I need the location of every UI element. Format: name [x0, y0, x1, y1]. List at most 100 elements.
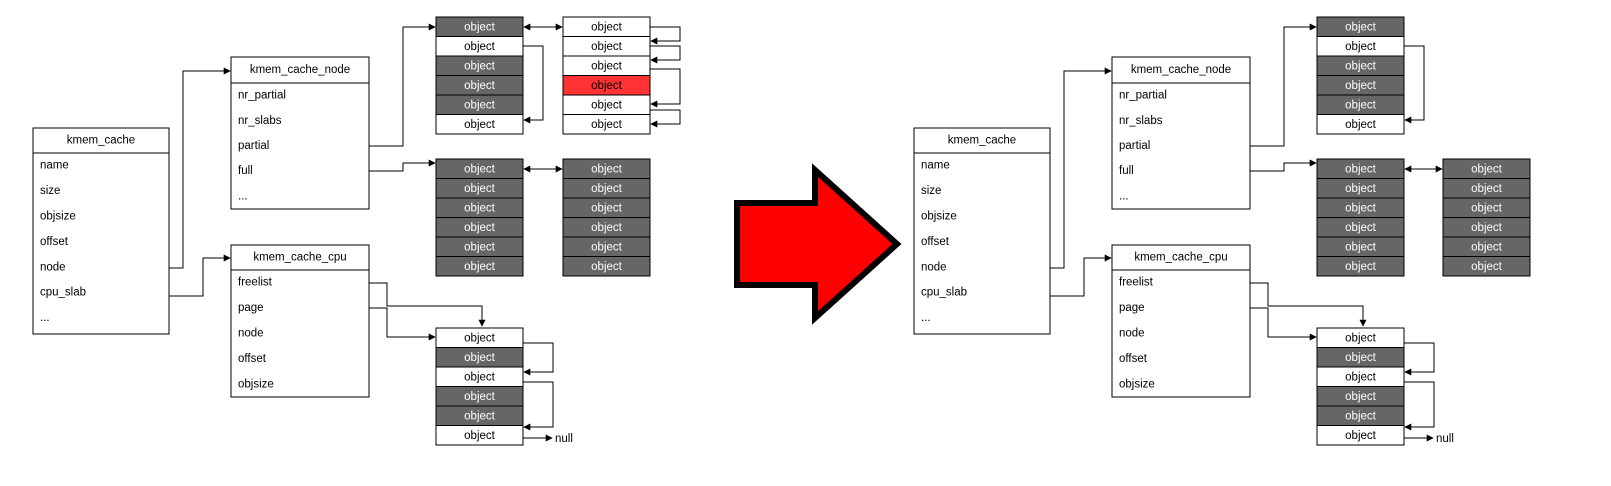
freelist-pointer [369, 282, 486, 327]
object-label: object [464, 410, 495, 422]
kmem-cache-cpu-box-field: page [238, 302, 264, 314]
slab-object-filled [435, 256, 524, 277]
kmem-cache-cpu-box-field: freelist [238, 277, 273, 289]
object-label: object [1345, 99, 1376, 111]
object-label: object [1471, 183, 1502, 195]
kmem-cache-cpu-box-title: kmem_cache_cpu [253, 252, 346, 264]
kmem-cache-node-box: kmem_cache_node nr_partial nr_slabspartial… [230, 56, 370, 210]
kmem-cache-node-box: kmem_cache_node nr_partial nr_slabspartial… [1111, 56, 1251, 210]
object-label: object [1345, 371, 1376, 383]
kmem-cache-box-field: name [921, 160, 950, 172]
page-pointer [369, 307, 436, 341]
object-label: object [1345, 352, 1376, 364]
kmem-cache-box-title: kmem_cache [67, 135, 135, 147]
kmem-cache-box-field: size [921, 185, 941, 197]
full-slab-b: object object object object object object [562, 158, 651, 277]
object-label: object [464, 183, 495, 195]
kmem-cache-box-field: ... [40, 312, 50, 324]
object-label: object [1345, 21, 1376, 33]
kmem-cache-cpu-box-field: offset [1119, 353, 1148, 365]
object-label: object [464, 391, 495, 403]
object-label: object [591, 60, 622, 72]
slab-object-filled [1442, 256, 1531, 277]
kmem-cache-cpu-box-frame [230, 244, 370, 398]
object-label: object [464, 41, 495, 53]
object-label: object [1345, 410, 1376, 422]
kmem-cache-box-frame [913, 127, 1051, 335]
cpu-free-chain [523, 381, 554, 431]
object-label: object [464, 60, 495, 72]
object-label: object [591, 241, 622, 253]
object-label: object [1345, 430, 1376, 442]
full-slab-a: object object object object object object [435, 158, 524, 277]
partial-pointer [369, 23, 436, 147]
object-label: object [1471, 261, 1502, 273]
object-label: object [464, 202, 495, 214]
kmem-cache-box-field: node [921, 261, 947, 273]
kmem-cache-node-box-field: nr_partial [238, 90, 286, 102]
object-label: object [464, 352, 495, 364]
kmem-cache-node-box-field: full [1119, 165, 1134, 177]
kmem-cache-box-title: kmem_cache [948, 135, 1016, 147]
slab-object-empty [435, 114, 524, 135]
partial-slab-b: object object object object object object [562, 16, 651, 135]
full-slab-a: object object object object object object [1316, 158, 1405, 277]
object-label: object [1345, 241, 1376, 253]
node-pointer [169, 67, 231, 269]
object-label: object [591, 21, 622, 33]
object-label: object [464, 21, 495, 33]
object-label: object [591, 99, 622, 111]
object-label: object [464, 332, 495, 344]
object-label: object [1471, 241, 1502, 253]
kmem-cache-box-field: node [40, 261, 66, 273]
kmem-cache-box-frame [32, 127, 170, 335]
kmem-cache-node-box-frame [1111, 56, 1251, 210]
cpu-slab: object object object object object object [1316, 327, 1405, 446]
kmem-cache-cpu-box-title: kmem_cache_cpu [1134, 252, 1227, 264]
object-label: object [464, 80, 495, 92]
cpu-slab-pointer [169, 254, 231, 297]
page-pointer [1250, 307, 1317, 341]
cpu-free-chain [1404, 381, 1435, 431]
kmem-cache-box-field: offset [921, 236, 950, 248]
object-label: object [464, 371, 495, 383]
slab-object-empty [1316, 425, 1405, 446]
kmem-cache-cpu-box-field: freelist [1119, 277, 1154, 289]
object-label: object [1345, 261, 1376, 273]
object-label: object [1345, 183, 1376, 195]
kmem-cache-box-field: objsize [40, 211, 76, 223]
kmem-cache-node-box-title: kmem_cache_node [250, 64, 350, 76]
object-label: object [1345, 163, 1376, 175]
kmem-cache-node-box-field: nr_slabs [1119, 115, 1163, 127]
cpu-free-chain [1404, 342, 1435, 376]
object-label: object [1345, 202, 1376, 214]
kmem-cache-box-field: cpu_slab [921, 287, 967, 299]
partial-slab-a: object object object object object object [435, 16, 524, 135]
object-label: object [591, 183, 622, 195]
slab-object-empty [1316, 114, 1405, 135]
object-label: object [1471, 202, 1502, 214]
object-label: object [591, 80, 622, 92]
kmem-cache-cpu-box: kmem_cache_cpu freelist page node offset objs… [230, 244, 370, 398]
object-label: object [591, 222, 622, 234]
object-label: object [591, 261, 622, 273]
object-label: object [1345, 391, 1376, 403]
kmem-cache-cpu-box-field: objsize [238, 378, 274, 390]
free-chain [523, 45, 544, 124]
kmem-cache-cpu-box: kmem_cache_cpu freelist page node offset objs… [1111, 244, 1251, 398]
freelist-pointer [1250, 282, 1367, 327]
kmem-cache-box-field: objsize [921, 211, 957, 223]
null-label: null [1436, 433, 1454, 445]
object-label: object [1345, 222, 1376, 234]
kmem-cache-cpu-box-field: page [1119, 302, 1145, 314]
free-chain [650, 26, 681, 45]
null-label: null [555, 433, 573, 445]
slab-object-filled [1316, 256, 1405, 277]
object-label: object [1345, 60, 1376, 72]
kmem-cache-cpu-box-field: node [238, 328, 264, 340]
kmem-cache-cpu-box-field: node [1119, 328, 1145, 340]
